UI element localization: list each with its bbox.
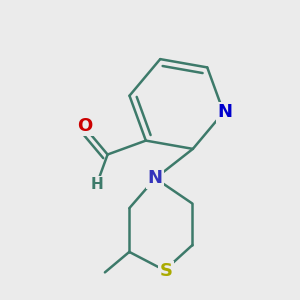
Text: S: S — [160, 262, 173, 280]
Text: N: N — [218, 103, 233, 121]
Text: N: N — [148, 169, 163, 187]
Text: O: O — [77, 117, 92, 135]
Text: H: H — [91, 177, 104, 192]
